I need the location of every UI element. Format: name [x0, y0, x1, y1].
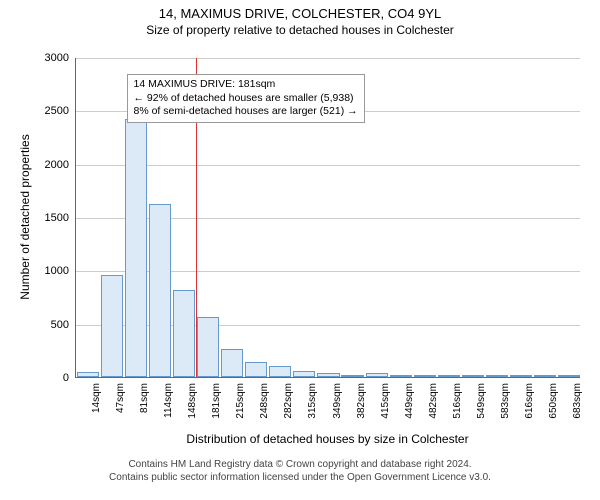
- histogram-bar: [197, 317, 219, 377]
- histogram-bar: [534, 375, 556, 377]
- annotation-line: ← 92% of detached houses are smaller (5,…: [134, 92, 358, 106]
- histogram-bar: [221, 349, 243, 377]
- annotation-line: 8% of semi-detached houses are larger (5…: [134, 105, 358, 119]
- x-axis-label: Distribution of detached houses by size …: [75, 432, 580, 446]
- histogram-bar: [173, 290, 195, 377]
- x-tick-label: 81sqm: [139, 383, 150, 413]
- histogram-bar: [366, 373, 388, 377]
- x-tick-label: 215sqm: [235, 383, 246, 419]
- page-subtitle: Size of property relative to detached ho…: [0, 23, 600, 39]
- annotation-box: 14 MAXIMUS DRIVE: 181sqm← 92% of detache…: [127, 74, 365, 123]
- x-tick-label: 650sqm: [548, 383, 559, 419]
- x-tick-label: 382sqm: [356, 383, 367, 419]
- histogram-bar: [486, 375, 508, 377]
- histogram-bar: [293, 371, 315, 377]
- histogram-bar: [317, 373, 339, 377]
- x-tick-label: 449sqm: [404, 383, 415, 419]
- caption-line-1: Contains HM Land Registry data © Crown c…: [0, 458, 600, 471]
- histogram-bar: [245, 362, 267, 377]
- histogram-bar: [149, 204, 171, 377]
- x-tick-label: 482sqm: [428, 383, 439, 419]
- histogram-bar: [462, 375, 484, 377]
- histogram-bar: [125, 119, 147, 377]
- y-axis-label: Number of detached properties: [18, 117, 32, 317]
- x-tick-label: 616sqm: [524, 383, 535, 419]
- x-tick-label: 248sqm: [259, 383, 270, 419]
- histogram-bar: [510, 375, 532, 377]
- y-tick-label: 2000: [35, 159, 69, 171]
- x-tick-label: 549sqm: [476, 383, 487, 419]
- gridline: [76, 58, 580, 59]
- x-tick-label: 349sqm: [332, 383, 343, 419]
- x-tick-label: 415sqm: [380, 383, 391, 419]
- histogram-bar: [390, 375, 412, 377]
- gridline: [76, 165, 580, 166]
- x-tick-label: 181sqm: [211, 383, 222, 419]
- y-tick-label: 2500: [35, 105, 69, 117]
- y-tick-label: 3000: [35, 52, 69, 64]
- histogram-bar: [341, 375, 363, 377]
- x-tick-label: 315sqm: [307, 383, 318, 419]
- histogram-bar: [101, 275, 123, 377]
- x-tick-label: 14sqm: [91, 383, 102, 413]
- histogram-bar: [269, 366, 291, 377]
- x-tick-label: 683sqm: [572, 383, 583, 419]
- annotation-line: 14 MAXIMUS DRIVE: 181sqm: [134, 78, 358, 92]
- x-tick-label: 47sqm: [115, 383, 126, 413]
- y-tick-label: 0: [35, 372, 69, 384]
- chart-caption: Contains HM Land Registry data © Crown c…: [0, 458, 600, 484]
- page-title: 14, MAXIMUS DRIVE, COLCHESTER, CO4 9YL: [0, 0, 600, 23]
- x-tick-label: 114sqm: [163, 383, 174, 418]
- caption-line-2: Contains public sector information licen…: [0, 471, 600, 484]
- x-tick-label: 516sqm: [452, 383, 463, 419]
- x-tick-label: 148sqm: [187, 383, 198, 419]
- y-tick-label: 1500: [35, 212, 69, 224]
- histogram-bar: [558, 375, 580, 377]
- histogram-bar: [77, 372, 99, 377]
- y-tick-label: 500: [35, 319, 69, 331]
- histogram-bar: [438, 375, 460, 377]
- x-tick-label: 282sqm: [283, 383, 294, 419]
- y-tick-label: 1000: [35, 265, 69, 277]
- chart-plot-area: 14 MAXIMUS DRIVE: 181sqm← 92% of detache…: [75, 58, 580, 378]
- x-tick-label: 583sqm: [500, 383, 511, 419]
- histogram-bar: [414, 375, 436, 377]
